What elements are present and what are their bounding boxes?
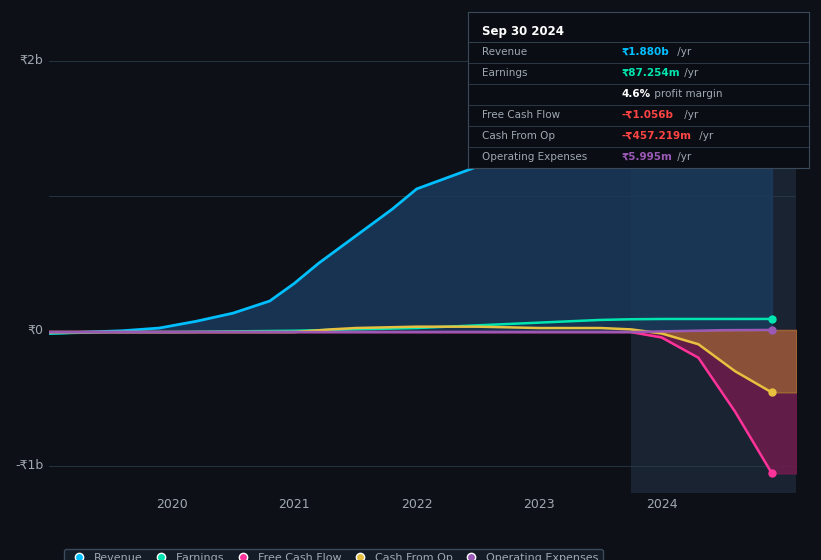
Text: ₹5.995m: ₹5.995m [621,152,672,162]
Text: /yr: /yr [696,130,713,141]
Bar [631,34,796,493]
Text: Free Cash Flow: Free Cash Flow [482,110,560,120]
Text: 4.6%: 4.6% [621,88,650,99]
Text: Earnings: Earnings [482,68,527,78]
Text: /yr: /yr [681,68,699,78]
Text: ₹87.254m: ₹87.254m [621,68,680,78]
Text: -₹457.219m: -₹457.219m [621,130,691,141]
Text: Cash From Op: Cash From Op [482,130,555,141]
Text: Sep 30 2024: Sep 30 2024 [482,25,563,38]
Text: Revenue: Revenue [482,46,527,57]
Text: /yr: /yr [674,152,691,162]
Legend: Revenue, Earnings, Free Cash Flow, Cash From Op, Operating Expenses: Revenue, Earnings, Free Cash Flow, Cash … [64,549,603,560]
Text: ₹0: ₹0 [27,324,44,337]
Text: -₹1b: -₹1b [15,459,44,472]
Text: /yr: /yr [674,46,691,57]
Text: ₹1.880b: ₹1.880b [621,46,669,57]
Text: ₹2b: ₹2b [20,54,44,67]
Text: -₹1.056b: -₹1.056b [621,110,673,120]
Text: profit margin: profit margin [651,88,722,99]
Text: /yr: /yr [681,110,699,120]
Text: Operating Expenses: Operating Expenses [482,152,587,162]
